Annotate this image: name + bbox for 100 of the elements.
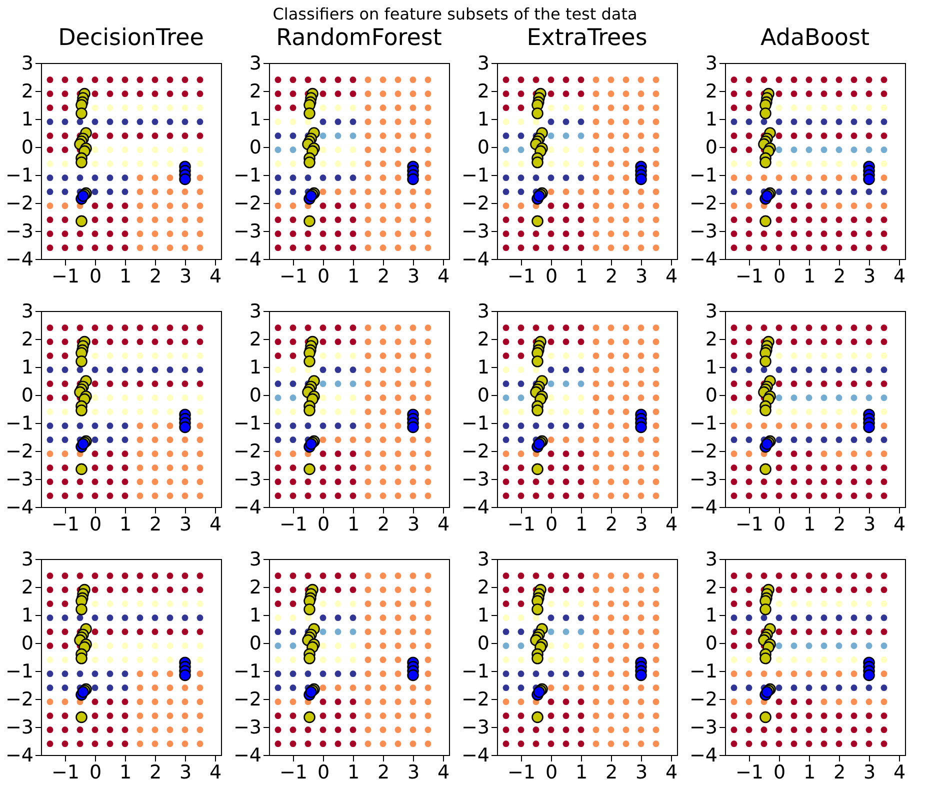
point bbox=[46, 202, 54, 210]
x-tick-label: 4 bbox=[209, 514, 222, 536]
point bbox=[92, 726, 98, 734]
point bbox=[320, 450, 326, 458]
x-tick-label: 3 bbox=[635, 266, 648, 288]
point bbox=[274, 174, 282, 182]
point bbox=[880, 408, 888, 416]
point bbox=[152, 572, 158, 580]
point bbox=[46, 492, 54, 500]
point bbox=[62, 464, 68, 472]
x-tick-label: 1 bbox=[803, 514, 816, 536]
point bbox=[407, 669, 419, 682]
point bbox=[820, 160, 828, 168]
point bbox=[334, 478, 342, 486]
point bbox=[122, 324, 128, 332]
point bbox=[320, 698, 326, 706]
x-tick-label: −1 bbox=[735, 762, 764, 784]
point bbox=[334, 656, 342, 664]
point bbox=[122, 104, 128, 112]
point bbox=[850, 656, 858, 664]
point bbox=[274, 422, 282, 430]
point bbox=[122, 614, 128, 622]
y-tick-label: 2 bbox=[705, 80, 718, 102]
point bbox=[548, 366, 554, 374]
point bbox=[562, 244, 570, 252]
point bbox=[635, 669, 647, 682]
point bbox=[790, 394, 798, 402]
x-tick-label: 0 bbox=[773, 762, 786, 784]
y-tick-label: −4 bbox=[233, 248, 262, 270]
point bbox=[880, 160, 888, 168]
point bbox=[320, 422, 326, 430]
y-tick-label: −3 bbox=[461, 716, 490, 738]
point bbox=[836, 174, 842, 182]
x-tick-label: 3 bbox=[635, 514, 648, 536]
point bbox=[866, 642, 872, 650]
point bbox=[62, 216, 68, 224]
point bbox=[182, 230, 188, 238]
point bbox=[92, 394, 98, 402]
point bbox=[152, 642, 158, 650]
point bbox=[548, 698, 554, 706]
x-tick-label: −1 bbox=[735, 266, 764, 288]
point bbox=[578, 628, 584, 636]
point bbox=[850, 394, 858, 402]
y-tick-label: −2 bbox=[5, 440, 34, 462]
point bbox=[182, 628, 188, 636]
point bbox=[136, 174, 144, 182]
point bbox=[166, 118, 174, 126]
point bbox=[532, 422, 540, 430]
point bbox=[880, 614, 888, 622]
point bbox=[166, 614, 174, 622]
point bbox=[760, 463, 772, 476]
point bbox=[548, 146, 554, 154]
point bbox=[562, 656, 570, 664]
point bbox=[290, 628, 296, 636]
point bbox=[850, 366, 858, 374]
point bbox=[350, 104, 356, 112]
point bbox=[820, 118, 828, 126]
point bbox=[106, 202, 114, 210]
point bbox=[820, 656, 828, 664]
point bbox=[182, 90, 188, 98]
y-tick-label: 3 bbox=[21, 548, 34, 570]
point bbox=[578, 698, 584, 706]
x-tick-label: −1 bbox=[279, 762, 308, 784]
point bbox=[152, 712, 158, 720]
point bbox=[122, 352, 128, 360]
point bbox=[334, 572, 342, 580]
point bbox=[850, 174, 858, 182]
point bbox=[290, 118, 296, 126]
point bbox=[518, 104, 524, 112]
point bbox=[152, 160, 158, 168]
point bbox=[136, 394, 144, 402]
y-tick-label: 1 bbox=[249, 356, 262, 378]
point bbox=[122, 188, 128, 196]
point bbox=[820, 600, 828, 608]
point bbox=[62, 338, 68, 346]
point bbox=[122, 380, 128, 388]
point bbox=[196, 76, 204, 84]
point bbox=[166, 572, 174, 580]
point bbox=[304, 463, 316, 476]
point bbox=[334, 146, 342, 154]
point bbox=[136, 684, 144, 692]
point bbox=[562, 492, 570, 500]
point bbox=[562, 614, 570, 622]
point bbox=[136, 614, 144, 622]
point bbox=[122, 338, 128, 346]
chart-title: AdaBoost bbox=[760, 25, 870, 51]
point bbox=[106, 670, 114, 678]
x-tick-label: 4 bbox=[437, 266, 450, 288]
point bbox=[136, 656, 144, 664]
point bbox=[806, 642, 812, 650]
point bbox=[166, 324, 174, 332]
point bbox=[578, 230, 584, 238]
point bbox=[46, 118, 54, 126]
point bbox=[850, 202, 858, 210]
point bbox=[166, 478, 174, 486]
point bbox=[106, 380, 114, 388]
point bbox=[320, 338, 326, 346]
x-tick-label: −1 bbox=[507, 514, 536, 536]
point bbox=[760, 711, 772, 724]
point bbox=[518, 478, 524, 486]
